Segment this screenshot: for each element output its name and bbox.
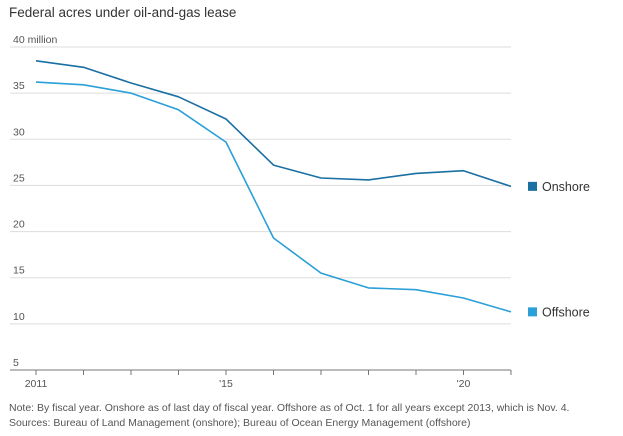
legend-swatch-offshore [528, 307, 537, 317]
x-tick-label: 2011 [25, 378, 48, 390]
y-tick-label: 20 [13, 219, 25, 231]
legend: Onshore Offshore [528, 180, 590, 319]
y-tick-label: 5 [13, 357, 19, 369]
x-axis: 2011 '15 '20 [10, 369, 512, 390]
y-tick-label: 40 million [13, 34, 58, 46]
legend-label-onshore: Onshore [542, 180, 590, 194]
x-tick-label: '15 [219, 378, 233, 390]
series-line-onshore [35, 60, 512, 188]
series-lines [35, 60, 512, 313]
note-text: Note: By fiscal year. Onshore as of last… [9, 402, 570, 414]
chart-title: Federal acres under oil-and-gas lease [9, 5, 237, 20]
legend-label-offshore: Offshore [542, 305, 590, 319]
sources-text: Sources: Bureau of Land Management (onsh… [9, 417, 471, 429]
x-tick-label: '20 [457, 378, 471, 390]
legend-swatch-onshore [528, 181, 537, 191]
y-tick-label: 25 [13, 172, 25, 184]
chart-note: Note: By fiscal year. Onshore as of last… [9, 401, 569, 431]
y-tick-label: 35 [13, 80, 25, 92]
y-tick-label: 15 [13, 265, 25, 277]
gridlines [10, 46, 511, 325]
line-chart: 40 million 35 30 25 20 15 10 5 2011 '15 '20 Onsho… [10, 34, 590, 390]
series-line-offshore [35, 81, 512, 313]
y-tick-label: 30 [13, 126, 25, 138]
y-axis-ticks: 40 million 35 30 25 20 15 10 5 [13, 34, 58, 369]
y-tick-label: 10 [13, 311, 25, 323]
